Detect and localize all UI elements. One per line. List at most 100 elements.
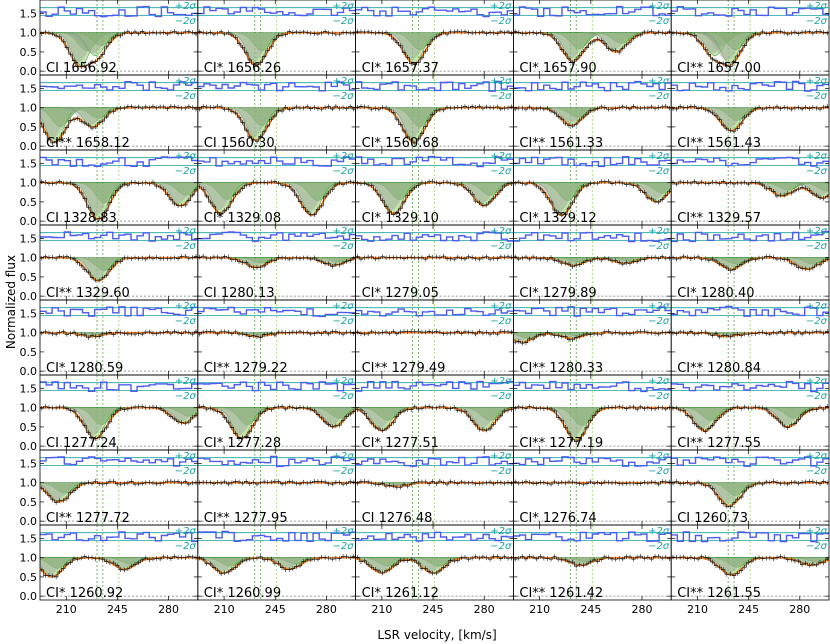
transition-label: CI** 1277.19 <box>519 436 603 451</box>
observed-flux-step <box>355 106 514 144</box>
unconvolved-profile-fill <box>355 482 514 487</box>
observed-flux-step <box>671 406 829 432</box>
transition-label: CI** 1329.60 <box>46 286 130 301</box>
y-tick-label: 0.0 <box>20 65 38 78</box>
residual-step <box>671 230 829 243</box>
minus-2sigma-label: −2σ <box>175 16 197 27</box>
residual-step <box>40 231 198 242</box>
panel: +2σ −2σ CI 1328.83 <box>39 149 199 226</box>
plus-2sigma-label: +2σ <box>175 526 197 537</box>
y-tick-label: 0.0 <box>20 215 38 228</box>
minus-2sigma-label: −2σ <box>175 466 197 477</box>
minus-2sigma-label: −2σ <box>648 241 670 252</box>
unconvolved-profile-fill <box>671 32 829 54</box>
residual-step <box>513 306 672 317</box>
minus-2sigma-label: −2σ <box>333 466 355 477</box>
observed-flux-step <box>513 555 672 567</box>
observed-flux-step <box>197 331 356 338</box>
observed-flux-step <box>40 181 198 220</box>
unconvolved-profile-fill <box>40 332 198 337</box>
residual-step <box>355 155 514 168</box>
transition-label: CI 1276.48 <box>362 511 433 526</box>
plus-2sigma-label: +2σ <box>648 301 670 312</box>
plus-2sigma-label: +2σ <box>806 526 828 537</box>
model-flux-line <box>40 481 198 503</box>
y-tick-label: 0.5 <box>20 271 38 284</box>
x-tick-label: 245 <box>738 603 759 616</box>
unconvolved-profile-fill <box>197 407 356 436</box>
observed-flux-step <box>355 330 514 335</box>
plus-2sigma-label: +2σ <box>648 526 670 537</box>
unconvolved-profile-fill <box>197 182 356 211</box>
transition-label: CI* 1657.90 <box>519 61 596 76</box>
panel-plot-area <box>197 450 356 525</box>
plus-2sigma-label: +2σ <box>648 1 670 12</box>
observed-flux-step <box>671 105 829 132</box>
minus-2sigma-label: −2σ <box>333 91 355 102</box>
x-axis-label: LSR velocity, [km/s] <box>377 628 496 642</box>
panel: +2σ −2σ CI** 1261.42 <box>513 524 672 601</box>
x-tick-label: 210 <box>371 603 392 616</box>
unconvolved-profile-fill <box>671 407 829 429</box>
y-tick-label: 1.0 <box>20 552 38 565</box>
plus-2sigma-label: +2σ <box>648 451 670 462</box>
panel: +2σ −2σ CI** 1277.95 <box>197 449 357 526</box>
plus-2sigma-label: +2σ <box>333 151 355 162</box>
residual-step <box>671 6 829 17</box>
plus-2sigma-label: +2σ <box>333 451 355 462</box>
panel-plot-area <box>671 300 830 375</box>
x-tick-label: 245 <box>423 603 444 616</box>
plus-2sigma-label: +2σ <box>806 301 828 312</box>
observed-flux-step <box>197 555 356 575</box>
transition-label: CI** 1277.55 <box>677 436 761 451</box>
panel: +2σ −2σ CI** 1279.49 <box>355 299 514 376</box>
residual-step <box>355 531 514 542</box>
minus-2sigma-label: −2σ <box>490 466 512 477</box>
y-tick-label: 1.5 <box>20 532 38 545</box>
minus-2sigma-label: −2σ <box>806 91 828 102</box>
panel: +2σ −2σ CI* 1657.37 <box>355 0 514 76</box>
x-tick-label: 210 <box>214 603 235 616</box>
transition-label: CI* 1276.74 <box>519 511 596 526</box>
y-tick-label: 0.0 <box>20 440 38 453</box>
unconvolved-profile-fill <box>197 557 356 572</box>
transition-label: CI* 1261.12 <box>362 586 439 601</box>
transition-label: CI* 1260.92 <box>46 586 123 601</box>
unconvolved-profile-fill <box>355 557 514 572</box>
unconvolved-profile-fill <box>671 32 829 61</box>
minus-2sigma-label: −2σ <box>806 466 828 477</box>
y-tick-label: 0.0 <box>20 590 38 603</box>
observed-flux-step <box>40 330 198 339</box>
y-tick-label: 1.5 <box>20 232 38 245</box>
panel-plot-area <box>671 150 830 225</box>
residual-step <box>40 456 198 467</box>
minus-2sigma-label: −2σ <box>490 541 512 552</box>
panel-plot-area <box>671 225 830 300</box>
panel: +2σ −2σ CI** 1658.12 <box>39 74 199 151</box>
y-tick-label: 1.0 <box>20 327 38 340</box>
panel: +2σ −2σ CI* 1560.68 <box>355 74 514 151</box>
residual-step <box>40 531 198 543</box>
unconvolved-profile-fill <box>197 182 356 213</box>
y-tick-label: 0.5 <box>20 121 38 134</box>
plus-2sigma-label: +2σ <box>648 226 670 237</box>
minus-2sigma-label: −2σ <box>648 91 670 102</box>
transition-label: CI* 1329.12 <box>519 211 596 226</box>
x-tick-label: 210 <box>687 603 708 616</box>
unconvolved-profile-fill <box>40 407 198 436</box>
minus-2sigma-label: −2σ <box>175 541 197 552</box>
residual-step <box>513 5 672 17</box>
observed-flux-step <box>40 405 198 439</box>
residual-step <box>355 380 514 392</box>
panel: +2σ −2σ CI** 1561.33 <box>513 74 672 151</box>
transition-label: CI 1280.13 <box>204 286 275 301</box>
minus-2sigma-label: −2σ <box>648 466 670 477</box>
observed-flux-step <box>197 255 356 269</box>
minus-2sigma-label: −2σ <box>806 241 828 252</box>
residual-step <box>355 80 514 92</box>
panel: +2σ −2σ CI** 1561.43 <box>670 74 830 151</box>
x-tick-label: 245 <box>580 603 601 616</box>
y-tick-label: 1.0 <box>20 477 38 490</box>
residual-step <box>513 80 672 92</box>
observed-flux-step <box>671 480 829 508</box>
